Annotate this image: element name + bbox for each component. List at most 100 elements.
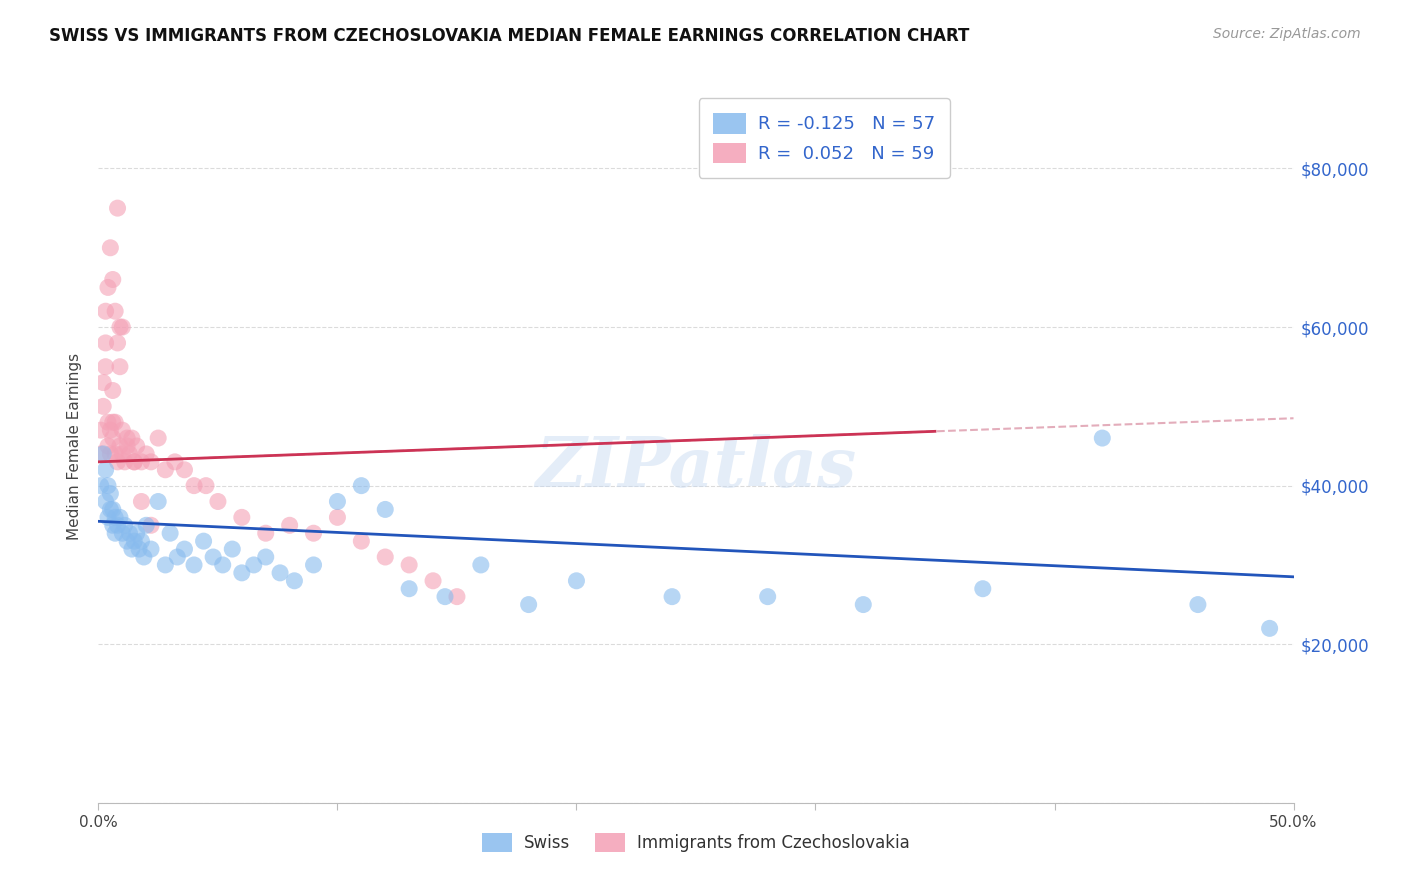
- Point: [97, 478, 120, 492]
- Point: [139, 455, 162, 469]
- Point: [124, 534, 146, 549]
- Point: [1091, 431, 1114, 445]
- Point: [114, 455, 136, 469]
- Point: [254, 526, 277, 541]
- Point: [398, 582, 420, 596]
- Point: [243, 558, 266, 572]
- Point: [434, 590, 457, 604]
- Point: [155, 463, 177, 477]
- Point: [104, 304, 127, 318]
- Point: [131, 494, 153, 508]
- Point: [118, 447, 141, 461]
- Point: [115, 439, 138, 453]
- Point: [111, 447, 134, 461]
- Point: [211, 558, 233, 572]
- Point: [202, 549, 225, 564]
- Point: [115, 431, 138, 445]
- Point: [104, 510, 127, 524]
- Point: [398, 558, 420, 572]
- Point: [446, 590, 468, 604]
- Y-axis label: Median Female Earnings: Median Female Earnings: [67, 352, 83, 540]
- Point: [173, 463, 195, 477]
- Point: [135, 518, 157, 533]
- Point: [183, 478, 205, 492]
- Point: [101, 518, 124, 533]
- Point: [283, 574, 305, 588]
- Point: [326, 494, 349, 508]
- Point: [98, 241, 122, 255]
- Point: [90, 478, 112, 492]
- Point: [124, 455, 146, 469]
- Text: ZIPatlas: ZIPatlas: [536, 434, 856, 501]
- Legend: Swiss, Immigrants from Czechoslovakia: Swiss, Immigrants from Czechoslovakia: [475, 826, 917, 859]
- Point: [90, 423, 112, 437]
- Point: [104, 447, 127, 461]
- Text: Source: ZipAtlas.com: Source: ZipAtlas.com: [1213, 27, 1361, 41]
- Point: [173, 542, 195, 557]
- Point: [195, 478, 218, 492]
- Point: [139, 542, 162, 557]
- Point: [104, 526, 127, 541]
- Point: [97, 510, 120, 524]
- Point: [121, 431, 143, 445]
- Point: [108, 320, 131, 334]
- Point: [326, 510, 349, 524]
- Point: [155, 558, 177, 572]
- Point: [374, 502, 396, 516]
- Point: [125, 526, 148, 541]
- Point: [107, 335, 129, 350]
- Point: [118, 526, 141, 541]
- Point: [98, 423, 122, 437]
- Point: [1258, 621, 1281, 635]
- Point: [422, 574, 444, 588]
- Point: [91, 400, 114, 414]
- Point: [193, 534, 215, 549]
- Point: [111, 526, 134, 541]
- Point: [101, 415, 124, 429]
- Point: [108, 510, 131, 524]
- Point: [101, 431, 124, 445]
- Point: [159, 526, 181, 541]
- Point: [148, 494, 170, 508]
- Point: [97, 439, 120, 453]
- Point: [231, 510, 253, 524]
- Point: [111, 423, 134, 437]
- Point: [139, 518, 162, 533]
- Point: [278, 518, 301, 533]
- Point: [91, 376, 114, 390]
- Point: [97, 415, 120, 429]
- Point: [98, 502, 122, 516]
- Point: [94, 335, 117, 350]
- Point: [131, 455, 153, 469]
- Point: [97, 280, 120, 294]
- Point: [148, 431, 170, 445]
- Point: [254, 549, 277, 564]
- Point: [132, 549, 155, 564]
- Point: [517, 598, 540, 612]
- Point: [107, 455, 129, 469]
- Point: [207, 494, 229, 508]
- Point: [101, 384, 124, 398]
- Point: [128, 542, 150, 557]
- Point: [302, 526, 325, 541]
- Point: [108, 359, 131, 374]
- Text: SWISS VS IMMIGRANTS FROM CZECHOSLOVAKIA MEDIAN FEMALE EARNINGS CORRELATION CHART: SWISS VS IMMIGRANTS FROM CZECHOSLOVAKIA …: [49, 27, 970, 45]
- Point: [135, 447, 157, 461]
- Point: [90, 447, 112, 461]
- Point: [94, 494, 117, 508]
- Point: [565, 574, 588, 588]
- Point: [470, 558, 492, 572]
- Point: [111, 320, 134, 334]
- Point: [115, 534, 138, 549]
- Point: [107, 201, 129, 215]
- Point: [98, 486, 122, 500]
- Point: [661, 590, 683, 604]
- Point: [121, 542, 143, 557]
- Point: [91, 447, 114, 461]
- Point: [374, 549, 396, 564]
- Point: [101, 272, 124, 286]
- Point: [108, 439, 131, 453]
- Point: [350, 534, 373, 549]
- Point: [756, 590, 779, 604]
- Point: [131, 534, 153, 549]
